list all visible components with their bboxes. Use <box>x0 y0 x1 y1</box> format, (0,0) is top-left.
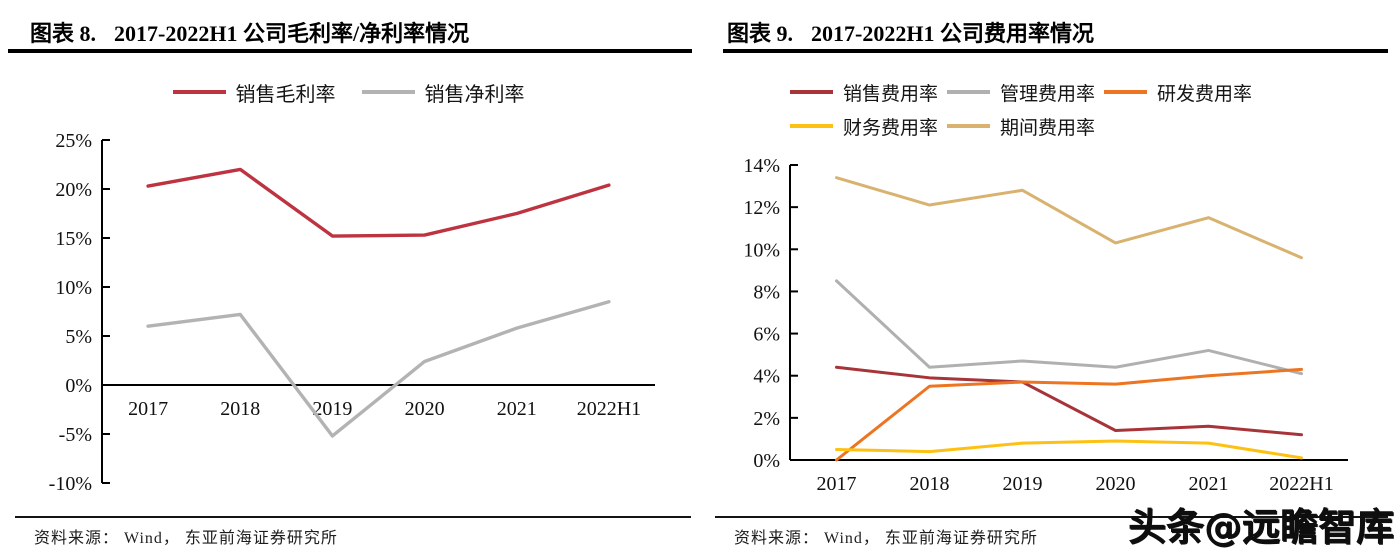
legend-label-period-expense: 期间费用率 <box>1000 117 1096 139</box>
legend-item-selling-expense: 销售费用率 <box>790 80 947 105</box>
legend-swatch-gross-margin <box>172 90 226 94</box>
x-tick-label: 2020 <box>405 398 445 420</box>
y-tick-label: -5% <box>59 424 92 446</box>
legend-swatch-selling-expense <box>790 90 833 94</box>
legend-item-finance-expense: 财务费用率 <box>790 114 947 139</box>
y-tick-label: 2% <box>753 408 780 430</box>
y-tick-label: 25% <box>55 130 92 152</box>
figure9-title-rule <box>723 49 1388 53</box>
legend-swatch-net-margin <box>361 90 415 94</box>
series-line <box>146 300 611 438</box>
series-line <box>146 167 611 238</box>
figure8-title-prefix: 图表 8. <box>30 21 97 46</box>
y-tick-label: -10% <box>49 473 92 495</box>
figure8-source-rule <box>15 516 691 518</box>
y-tick-label: 8% <box>753 281 780 303</box>
x-tick-label: 2022H1 <box>577 398 641 420</box>
legend-item-period-expense: 期间费用率 <box>947 114 1104 139</box>
legend-swatch-rd-expense <box>1104 90 1147 94</box>
series-line <box>835 365 1303 437</box>
y-tick-label: 10% <box>743 239 780 261</box>
y-tick-label: 15% <box>55 228 92 250</box>
y-tick-label: 5% <box>65 326 92 348</box>
x-tick-label: 2020 <box>1096 473 1136 495</box>
x-tick-label: 2021 <box>497 398 537 420</box>
y-tick-label: 12% <box>743 197 780 219</box>
figure9-title-text: 2017-2022H1 公司费用率情况 <box>811 21 1094 46</box>
y-tick-label: 4% <box>753 366 780 388</box>
legend-label-finance-expense: 财务费用率 <box>843 117 939 139</box>
figure9-title-prefix: 图表 9. <box>727 21 794 46</box>
legend-item-rd-expense: 研发费用率 <box>1104 80 1261 105</box>
figure8-source: 资料来源： Wind， 东亚前海证券研究所 <box>34 530 338 547</box>
figure8-legend: 销售毛利率 销售净利率 <box>0 80 697 106</box>
x-tick-label: 2019 <box>1003 473 1043 495</box>
figure9-source: 资料来源： Wind， 东亚前海证券研究所 <box>734 530 1038 547</box>
x-tick-label: 2018 <box>910 473 950 495</box>
series-line <box>835 176 1303 260</box>
y-tick-label: 0% <box>753 450 780 472</box>
x-tick-label: 2017 <box>128 398 168 420</box>
figure8-title-text: 2017-2022H1 公司毛利率/净利率情况 <box>114 21 470 46</box>
x-tick-label: 2017 <box>817 473 857 495</box>
x-tick-label: 2019 <box>312 398 352 420</box>
y-tick-label: 10% <box>55 277 92 299</box>
figure9-source-rule <box>715 516 1388 518</box>
figure9-title: 图表 9. 2017-2022H1 公司费用率情况 <box>727 16 1094 48</box>
legend-label-rd-expense: 研发费用率 <box>1157 83 1253 105</box>
legend-swatch-period-expense <box>947 124 990 128</box>
legend-item-gross-margin: 销售毛利率 <box>172 80 336 106</box>
margin-ratio-chart: 25% 20% 15% 10% 5% 0% -5% -10% 2017 2018 2019 2020 2… <box>49 130 655 495</box>
x-tick-label: 2018 <box>220 398 260 420</box>
legend-swatch-finance-expense <box>790 124 833 128</box>
series-line <box>835 439 1303 460</box>
expense-ratio-chart: 14% 12% 10% 8% 6% 4% 2% 0% 2017 2018 2019 2020 2021 2… <box>743 155 1348 495</box>
y-tick-label: 14% <box>743 155 780 177</box>
legend-label-gross-margin: 销售毛利率 <box>235 83 336 106</box>
figure8-title-rule <box>8 49 692 53</box>
legend-label-net-margin: 销售净利率 <box>424 83 525 106</box>
figure9-legend: 销售费用率 管理费用率 研发费用率 财务费用率 期间费用率 <box>790 80 1261 139</box>
x-tick-label: 2022H1 <box>1269 473 1333 495</box>
legend-label-admin-expense: 管理费用率 <box>1000 83 1096 105</box>
series-line <box>835 367 1303 462</box>
x-tick-label: 2021 <box>1189 473 1229 495</box>
legend-item-net-margin: 销售净利率 <box>361 80 525 106</box>
y-tick-label: 20% <box>55 179 92 201</box>
figure8-title: 图表 8. 2017-2022H1 公司毛利率/净利率情况 <box>30 16 469 48</box>
legend-swatch-admin-expense <box>947 90 990 94</box>
legend-item-admin-expense: 管理费用率 <box>947 80 1104 105</box>
toutiao-watermark: 头条@远瞻智库 <box>1128 505 1394 549</box>
y-tick-label: 0% <box>65 375 92 397</box>
legend-label-selling-expense: 销售费用率 <box>843 83 939 105</box>
series-line <box>835 279 1303 376</box>
y-tick-label: 6% <box>753 324 780 346</box>
